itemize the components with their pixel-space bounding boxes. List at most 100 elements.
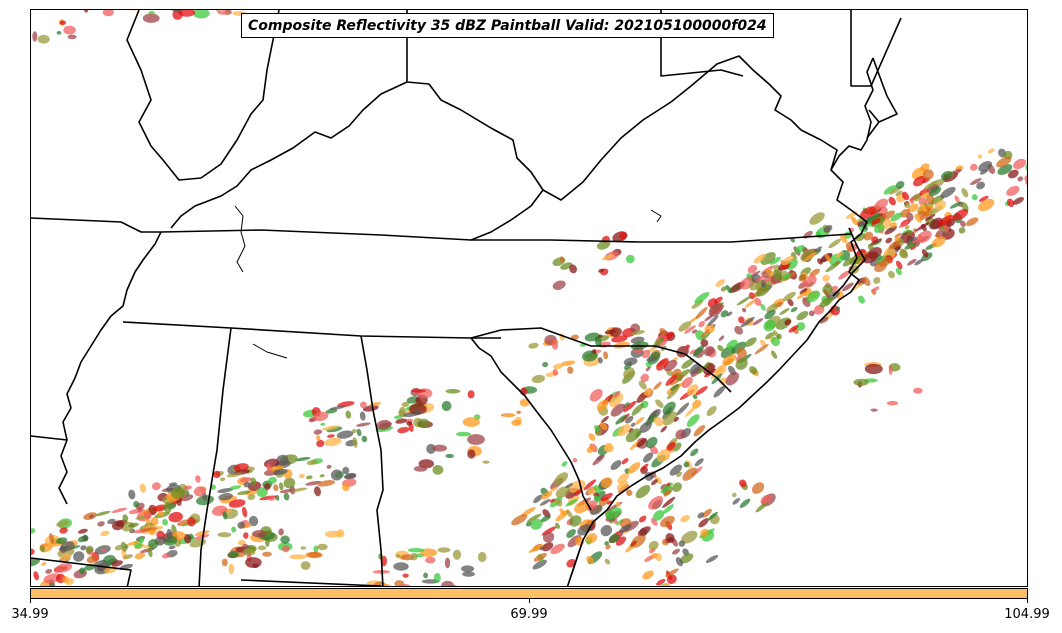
reflectivity-blob [550, 486, 559, 492]
reflectivity-blob [692, 345, 705, 357]
reflectivity-blob [129, 10, 139, 11]
reflectivity-blob [883, 185, 897, 195]
reflectivity-blob [914, 213, 922, 223]
reflectivity-blob [586, 445, 595, 454]
lake-kentucky [234, 205, 246, 273]
reflectivity-blob [695, 386, 708, 396]
reflectivity-blob [909, 198, 915, 204]
reflectivity-blob [411, 389, 426, 393]
reflectivity-blob [393, 562, 409, 571]
reflectivity-blob [923, 169, 934, 180]
reflectivity-blob [961, 188, 969, 198]
reflectivity-blob [541, 542, 554, 552]
reflectivity-blob [177, 519, 191, 526]
colorbar-tick-label-mid: 69.99 [510, 607, 548, 622]
reflectivity-blob [660, 483, 667, 490]
reflectivity-blob [409, 403, 427, 415]
reflectivity-blob [753, 253, 766, 264]
reflectivity-blob [706, 406, 717, 417]
reflectivity-blob [888, 365, 893, 375]
reflectivity-blob [718, 335, 725, 341]
reflectivity-blob [305, 475, 313, 480]
reflectivity-blob [938, 214, 954, 227]
reflectivity-blob [511, 514, 528, 526]
reflectivity-blob [275, 494, 280, 501]
reflectivity-blob [904, 225, 910, 230]
reflectivity-blob [744, 337, 757, 347]
reflectivity-blob [898, 221, 909, 228]
reflectivity-blob [541, 491, 553, 500]
reflectivity-blob [441, 400, 452, 412]
reflectivity-blob [782, 291, 796, 302]
reflectivity-blob [923, 180, 937, 190]
reflectivity-blob [320, 422, 326, 426]
il-in-border [200, 10, 280, 179]
reflectivity-blob [749, 366, 758, 375]
reflectivity-blob [643, 452, 654, 463]
reflectivity-blob [282, 544, 290, 553]
reflectivity-blob [441, 580, 454, 586]
reflectivity-blob [808, 310, 815, 317]
reflectivity-blob [943, 225, 950, 232]
reflectivity-blob [88, 514, 94, 519]
reflectivity-blob [864, 363, 883, 375]
reflectivity-blob [978, 198, 995, 212]
reflectivity-blob [635, 484, 651, 499]
reflectivity-blob [702, 508, 712, 518]
reflectivity-blob [610, 460, 622, 471]
wv-border [542, 55, 802, 201]
reflectivity-blob [754, 297, 762, 306]
reflectivity-blob [262, 551, 272, 557]
reflectivity-blob [809, 212, 825, 225]
reflectivity-blob [183, 485, 192, 490]
reflectivity-blob [977, 154, 983, 159]
reflectivity-blob [760, 494, 772, 505]
map-title: Composite Reflectivity 35 dBZ Paintball … [241, 13, 774, 38]
reflectivity-blob [604, 329, 616, 335]
al-ms-border [198, 327, 232, 586]
nc-va-border [160, 229, 852, 243]
reflectivity-blob [921, 192, 930, 199]
reflectivity-blob [760, 303, 766, 311]
reflectivity-blob [317, 543, 328, 551]
reflectivity-blob [150, 517, 159, 526]
reflectivity-blob [445, 453, 455, 459]
reflectivity-blob [876, 254, 883, 261]
reflectivity-blob [83, 10, 89, 13]
reflectivity-blob [817, 258, 823, 265]
reflectivity-blob [605, 544, 611, 550]
reflectivity-blob [597, 357, 603, 364]
reflectivity-blob [163, 502, 172, 514]
reflectivity-blob [280, 535, 290, 544]
reflectivity-blob [671, 482, 683, 493]
reflectivity-blob [413, 465, 428, 472]
reflectivity-blob [918, 206, 927, 212]
reflectivity-blob [825, 261, 841, 273]
reflectivity-blob [456, 431, 471, 437]
reflectivity-blob [645, 436, 658, 449]
colorbar-tick-label-min: 34.99 [11, 607, 49, 622]
reflectivity-blob [799, 288, 808, 295]
reflectivity-blob [670, 384, 680, 391]
reflectivity-blob [283, 492, 290, 501]
reflectivity-blob [684, 325, 696, 334]
reflectivity-blob [93, 560, 107, 566]
reflectivity-blob [885, 237, 893, 244]
reflectivity-blob [623, 400, 637, 413]
reflectivity-blob [623, 357, 638, 366]
reflectivity-blob [542, 361, 549, 368]
reflectivity-blob [732, 492, 737, 498]
reflectivity-blob [764, 309, 776, 320]
reflectivity-blob [559, 256, 565, 263]
reflectivity-blob [681, 376, 693, 389]
reflectivity-blob [659, 328, 667, 336]
reflectivity-blob [228, 499, 246, 508]
reflectivity-blob [675, 429, 686, 440]
reflectivity-blob [187, 516, 196, 527]
reflectivity-blob [324, 530, 342, 538]
reflectivity-blob [157, 511, 164, 517]
kentucky-east [406, 81, 544, 241]
reflectivity-blob [747, 264, 758, 274]
reflectivity-blob [662, 411, 677, 426]
reflectivity-blob [697, 512, 705, 519]
